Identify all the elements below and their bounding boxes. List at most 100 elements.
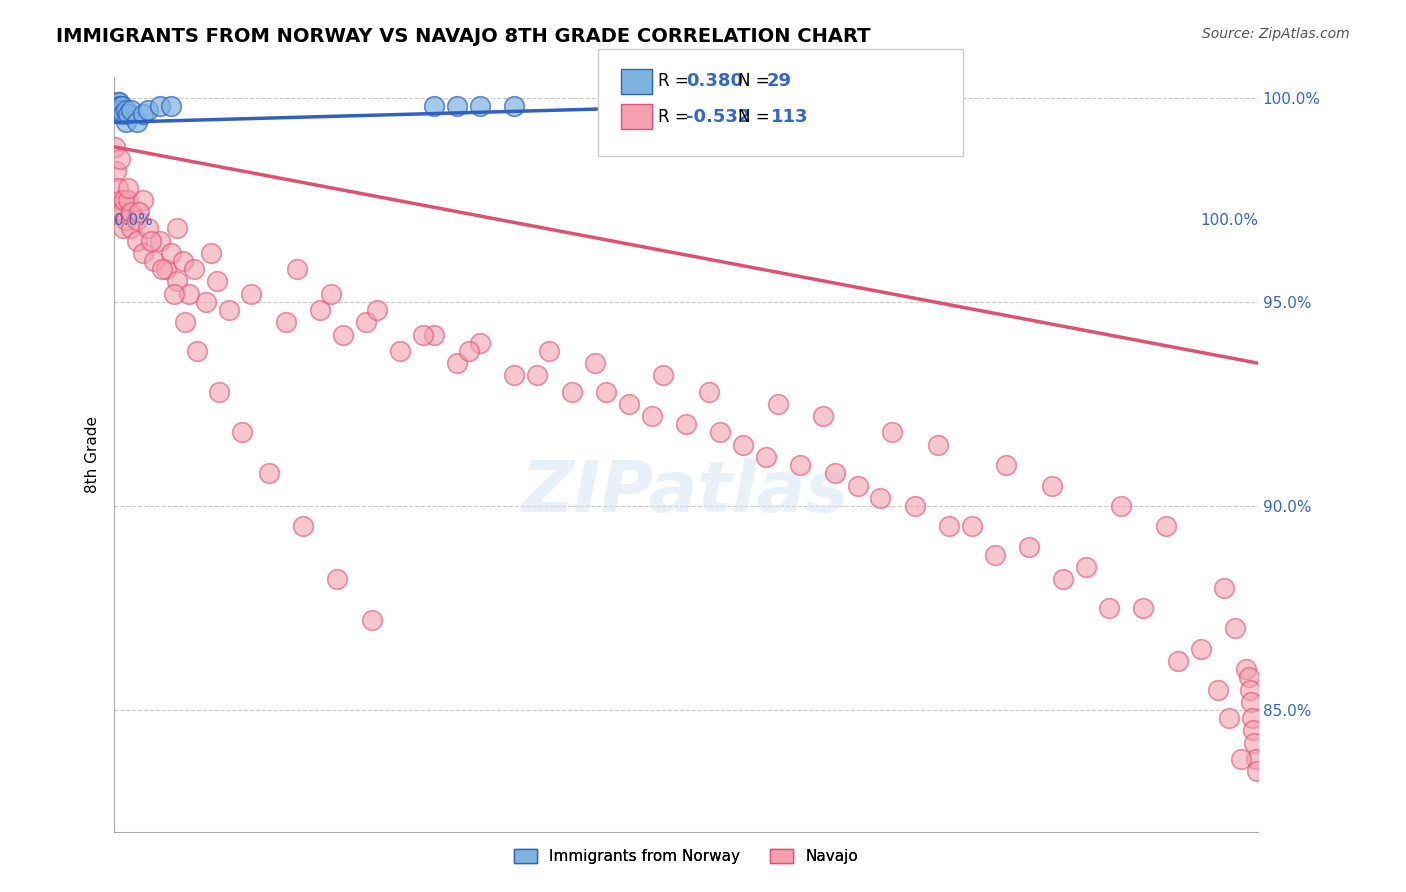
Point: [107, 180, 129, 194]
Point: [112, 107, 135, 121]
Point: [177, 286, 200, 301]
Point: [389, 343, 412, 358]
Point: [1234, 662, 1257, 676]
Point: [360, 613, 382, 627]
Point: [697, 384, 720, 399]
Point: [108, 103, 131, 117]
Y-axis label: 8th Grade: 8th Grade: [86, 417, 100, 493]
Point: [110, 193, 132, 207]
Point: [595, 384, 617, 399]
Point: [291, 519, 314, 533]
Point: [1241, 723, 1264, 738]
Point: [824, 467, 846, 481]
Point: [107, 99, 129, 113]
Point: [1244, 752, 1267, 766]
Point: [995, 458, 1018, 472]
Point: [125, 115, 148, 129]
Point: [117, 193, 139, 207]
Text: 0.0%: 0.0%: [114, 213, 153, 228]
Point: [412, 327, 434, 342]
Point: [789, 458, 811, 472]
Point: [257, 467, 280, 481]
Point: [326, 573, 349, 587]
Text: -0.532: -0.532: [686, 108, 751, 126]
Point: [105, 99, 128, 113]
Point: [104, 140, 127, 154]
Point: [120, 205, 142, 219]
Point: [108, 152, 131, 166]
Point: [107, 95, 129, 109]
Point: [869, 491, 891, 505]
Point: [218, 303, 240, 318]
Point: [880, 425, 903, 440]
Point: [744, 99, 766, 113]
Point: [166, 221, 188, 235]
Point: [984, 548, 1007, 562]
Point: [138, 103, 160, 117]
Point: [114, 115, 136, 129]
Point: [1189, 641, 1212, 656]
Point: [107, 95, 129, 109]
Text: Source: ZipAtlas.com: Source: ZipAtlas.com: [1202, 27, 1350, 41]
Point: [321, 286, 343, 301]
Point: [111, 99, 134, 113]
Point: [641, 409, 664, 424]
Point: [561, 384, 583, 399]
Point: [166, 275, 188, 289]
Point: [110, 107, 132, 121]
Point: [107, 99, 129, 113]
Point: [1218, 711, 1240, 725]
Point: [1229, 752, 1251, 766]
Point: [111, 205, 134, 219]
Point: [114, 193, 136, 207]
Point: [470, 335, 492, 350]
Point: [709, 425, 731, 440]
Point: [200, 246, 222, 260]
Point: [112, 221, 135, 235]
Point: [110, 103, 132, 117]
Point: [149, 234, 172, 248]
Point: [1076, 560, 1098, 574]
Point: [1040, 478, 1063, 492]
Point: [149, 99, 172, 113]
Point: [160, 99, 183, 113]
Point: [354, 315, 377, 329]
Point: [960, 519, 983, 533]
Point: [652, 368, 675, 383]
Point: [1167, 654, 1189, 668]
Point: [205, 275, 228, 289]
Point: [1237, 670, 1260, 684]
Point: [128, 205, 150, 219]
Point: [125, 213, 148, 227]
Point: [132, 107, 155, 121]
Point: [117, 107, 139, 121]
Text: IMMIGRANTS FROM NORWAY VS NAVAJO 8TH GRADE CORRELATION CHART: IMMIGRANTS FROM NORWAY VS NAVAJO 8TH GRA…: [56, 27, 870, 45]
Point: [309, 303, 332, 318]
Point: [766, 397, 789, 411]
Point: [1223, 621, 1246, 635]
Point: [423, 327, 446, 342]
Point: [139, 234, 162, 248]
Point: [132, 246, 155, 260]
Point: [120, 221, 142, 235]
Point: [755, 450, 778, 464]
Point: [155, 262, 177, 277]
Point: [150, 262, 173, 277]
Point: [125, 234, 148, 248]
Point: [285, 262, 308, 277]
Point: [1241, 711, 1264, 725]
Point: [1132, 601, 1154, 615]
Point: [332, 327, 354, 342]
Point: [132, 193, 155, 207]
Point: [114, 213, 136, 227]
Point: [105, 164, 128, 178]
Point: [1109, 499, 1132, 513]
Point: [1052, 573, 1074, 587]
Point: [503, 368, 526, 383]
Point: [138, 221, 160, 235]
Point: [526, 368, 548, 383]
Point: [423, 99, 446, 113]
Text: 29: 29: [766, 72, 792, 90]
Point: [208, 384, 231, 399]
Point: [457, 343, 479, 358]
